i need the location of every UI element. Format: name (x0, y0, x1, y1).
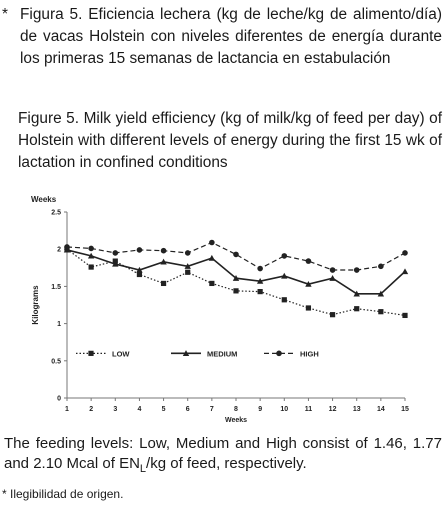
y-tick-label: 2 (57, 247, 61, 254)
x-tick-label: 13 (353, 406, 361, 413)
x-tick-label: 8 (234, 406, 238, 413)
data-point-high (112, 250, 119, 256)
caption-asterisk: * (2, 6, 8, 23)
x-tick-label: 12 (329, 406, 337, 413)
series-low (64, 246, 408, 319)
data-point-low (281, 297, 287, 303)
y-tick-label: 0 (57, 396, 61, 403)
data-point-medium (232, 275, 240, 281)
data-point-high (160, 247, 167, 254)
caption-spanish: * Figura 5. Eficiencia lechera (kg de le… (2, 4, 442, 70)
data-point-low (233, 288, 239, 294)
data-point-medium (353, 290, 360, 297)
y-tick-label: 2.5 (51, 210, 61, 217)
data-point-low (305, 305, 312, 311)
caption-spanish-text: Figura 5. Eficiencia lechera (kg de lech… (20, 6, 442, 67)
data-point-low (402, 312, 408, 319)
series-high (64, 239, 408, 273)
data-point-high (64, 244, 70, 250)
y-tick-label: 0.5 (51, 358, 61, 365)
data-point-high (281, 253, 288, 259)
x-tick-label: 3 (113, 406, 117, 413)
y-tick-label: 1.5 (51, 284, 61, 291)
x-tick-label: 14 (377, 406, 385, 413)
data-point-medium (377, 290, 385, 297)
y-tick-label: 1 (57, 321, 61, 328)
series-line-high (66, 241, 406, 271)
x-tick-label: 5 (162, 406, 166, 413)
data-point-low (88, 264, 94, 270)
data-point-medium (305, 280, 312, 287)
data-point-low (257, 289, 263, 295)
x-tick-label: 11 (305, 406, 313, 413)
footnote-text-after: /kg of feed, respectively. (146, 455, 307, 472)
data-point-high (257, 265, 263, 272)
footnote-text-before: The feeding levels: Low, Medium and High… (4, 435, 442, 472)
legend-label-high: HIGH (300, 349, 319, 358)
data-point-high (378, 263, 384, 270)
x-tick-label: 10 (280, 406, 288, 413)
series-medium (63, 246, 409, 297)
legend-label-medium: MEDIUM (207, 349, 237, 358)
data-point-medium (136, 266, 143, 273)
data-point-low (209, 280, 215, 287)
data-point-high (136, 247, 143, 253)
legend-label-low: LOW (112, 349, 130, 358)
milk-efficiency-line-chart: 00.511.522.51 2 3 4 5 6 7 8 9 10 11 12 13 14 15WeeksWe… (31, 195, 409, 422)
data-point-low (136, 271, 143, 278)
legend-marker-low (88, 350, 94, 356)
data-point-high (233, 251, 239, 258)
chart-title: Weeks (31, 195, 57, 204)
data-point-high (353, 267, 360, 273)
data-point-high (184, 250, 191, 256)
x-tick-label: 4 (137, 406, 141, 413)
data-point-medium (281, 272, 288, 279)
data-point-high (329, 267, 336, 273)
data-point-medium (160, 258, 167, 265)
x-tick-label: 15 (401, 406, 409, 413)
data-point-medium (329, 275, 336, 281)
footnote-subscript: L (139, 463, 147, 475)
data-point-medium (256, 277, 264, 284)
x-tick-label: 6 (186, 406, 190, 413)
x-tick-label: 2 (89, 406, 93, 413)
data-point-low (185, 269, 191, 275)
data-point-medium (87, 252, 95, 259)
data-point-low (160, 280, 167, 287)
x-axis-label: Weeks (225, 417, 247, 422)
data-point-low (354, 306, 360, 312)
data-point-medium (184, 263, 191, 269)
data-point-medium (208, 254, 216, 261)
y-axis-label: Kilograms (31, 285, 40, 325)
data-point-medium (112, 260, 119, 267)
legend-marker-high (276, 350, 282, 357)
chart-legend: LOW MEDIUM HIGH (76, 349, 319, 358)
data-point-high (305, 258, 312, 264)
data-point-high (402, 250, 408, 256)
data-point-high (88, 245, 94, 252)
data-point-low (378, 309, 384, 315)
data-point-medium (401, 268, 409, 275)
data-point-low (329, 312, 336, 318)
x-tick-label: 1 (65, 406, 69, 413)
x-tick-label: 7 (210, 406, 214, 413)
x-tick-label: 9 (258, 406, 262, 413)
feeding-levels-footnote: The feeding levels: Low, Medium and High… (4, 434, 442, 479)
legend-marker-medium (182, 350, 190, 356)
illegibility-note: * Ilegibilidad de origen. (2, 487, 124, 501)
caption-english: Figure 5. Milk yield efficiency (kg of m… (18, 110, 442, 171)
data-point-high (209, 239, 215, 246)
